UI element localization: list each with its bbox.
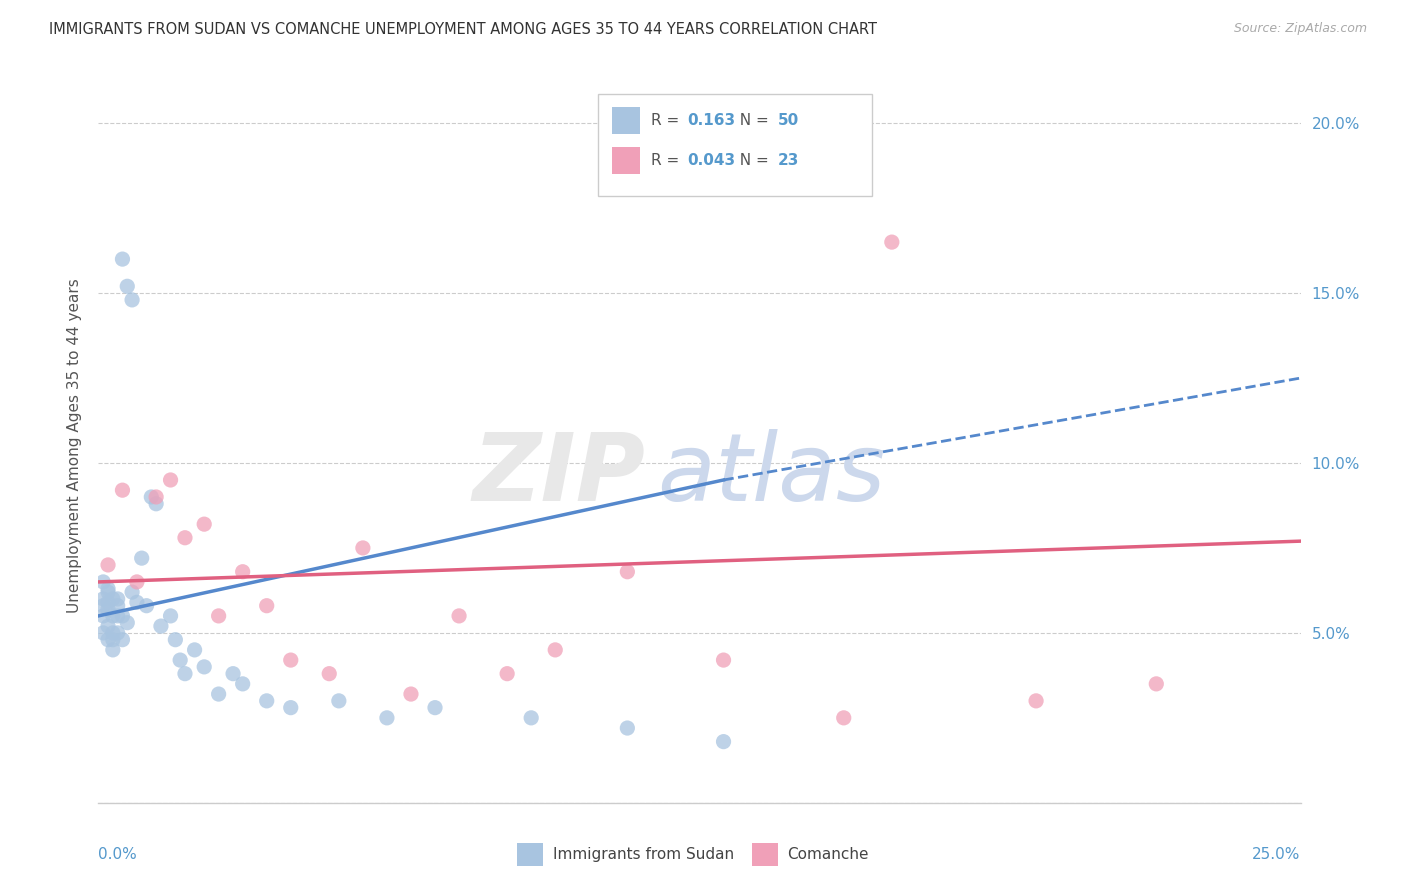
Point bbox=[169, 653, 191, 667]
Point bbox=[193, 660, 215, 674]
Text: R =: R = bbox=[651, 113, 685, 128]
Point bbox=[97, 582, 120, 596]
Point bbox=[111, 252, 134, 266]
Point bbox=[375, 711, 398, 725]
Point bbox=[1144, 677, 1167, 691]
Point bbox=[91, 599, 114, 613]
Point bbox=[91, 574, 114, 589]
Point bbox=[135, 599, 157, 613]
Point bbox=[121, 585, 143, 599]
Point bbox=[149, 619, 172, 633]
Point bbox=[131, 551, 153, 566]
Point bbox=[616, 565, 638, 579]
Point bbox=[280, 653, 302, 667]
Point bbox=[91, 591, 114, 606]
Point bbox=[101, 626, 124, 640]
Point bbox=[520, 711, 543, 725]
Text: 25.0%: 25.0% bbox=[1253, 847, 1301, 862]
Text: R =: R = bbox=[651, 153, 685, 168]
Point bbox=[423, 700, 446, 714]
Point bbox=[125, 595, 148, 609]
Text: N =: N = bbox=[730, 113, 773, 128]
Point bbox=[447, 608, 470, 623]
Point bbox=[174, 666, 197, 681]
Point bbox=[352, 541, 374, 555]
Point bbox=[145, 490, 167, 504]
Point bbox=[121, 293, 143, 307]
Point bbox=[101, 643, 124, 657]
Point bbox=[111, 608, 134, 623]
Point bbox=[111, 632, 134, 647]
Point bbox=[97, 602, 120, 616]
Point bbox=[101, 591, 124, 606]
Point bbox=[107, 608, 129, 623]
Point bbox=[97, 595, 120, 609]
Point bbox=[713, 653, 735, 667]
Point bbox=[125, 574, 148, 589]
Point bbox=[107, 599, 129, 613]
Y-axis label: Unemployment Among Ages 35 to 44 years: Unemployment Among Ages 35 to 44 years bbox=[66, 278, 82, 614]
Point bbox=[117, 279, 139, 293]
Point bbox=[97, 632, 120, 647]
Point bbox=[318, 666, 340, 681]
Point bbox=[222, 666, 245, 681]
Point bbox=[165, 632, 187, 647]
Text: 0.0%: 0.0% bbox=[98, 847, 138, 862]
Text: ZIP: ZIP bbox=[472, 428, 645, 521]
Point bbox=[280, 700, 302, 714]
Point bbox=[1025, 694, 1047, 708]
Text: N =: N = bbox=[730, 153, 773, 168]
Point bbox=[880, 235, 903, 249]
Point bbox=[141, 490, 163, 504]
Point bbox=[97, 558, 120, 572]
Point bbox=[97, 585, 120, 599]
Point bbox=[107, 626, 129, 640]
Text: Source: ZipAtlas.com: Source: ZipAtlas.com bbox=[1233, 22, 1367, 36]
Text: Comanche: Comanche bbox=[787, 847, 869, 862]
Point bbox=[91, 626, 114, 640]
Text: atlas: atlas bbox=[658, 429, 886, 520]
Text: Immigrants from Sudan: Immigrants from Sudan bbox=[553, 847, 734, 862]
Point bbox=[107, 591, 129, 606]
Point bbox=[193, 517, 215, 532]
Point bbox=[159, 608, 181, 623]
Text: 0.163: 0.163 bbox=[688, 113, 735, 128]
Point bbox=[101, 632, 124, 647]
Point bbox=[232, 677, 254, 691]
Point bbox=[713, 734, 735, 748]
Point bbox=[208, 608, 231, 623]
Text: IMMIGRANTS FROM SUDAN VS COMANCHE UNEMPLOYMENT AMONG AGES 35 TO 44 YEARS CORRELA: IMMIGRANTS FROM SUDAN VS COMANCHE UNEMPL… bbox=[49, 22, 877, 37]
Point bbox=[117, 615, 139, 630]
Point bbox=[544, 643, 567, 657]
Text: 0.043: 0.043 bbox=[688, 153, 735, 168]
Point bbox=[328, 694, 350, 708]
Point bbox=[97, 619, 120, 633]
Point bbox=[232, 565, 254, 579]
Point bbox=[145, 497, 167, 511]
Point bbox=[616, 721, 638, 735]
Point bbox=[159, 473, 181, 487]
Text: 50: 50 bbox=[778, 113, 799, 128]
Point bbox=[111, 483, 134, 498]
Point bbox=[496, 666, 519, 681]
Point bbox=[256, 694, 278, 708]
Point bbox=[256, 599, 278, 613]
Point bbox=[101, 608, 124, 623]
Text: 23: 23 bbox=[778, 153, 799, 168]
Point bbox=[183, 643, 205, 657]
Point bbox=[832, 711, 855, 725]
Point bbox=[174, 531, 197, 545]
Point bbox=[208, 687, 231, 701]
Point bbox=[399, 687, 422, 701]
Point bbox=[91, 608, 114, 623]
